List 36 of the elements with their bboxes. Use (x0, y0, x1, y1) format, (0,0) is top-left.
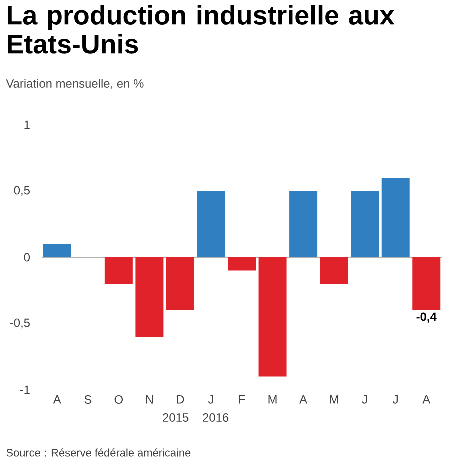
bar (228, 257, 256, 271)
text: 2016 (203, 414, 229, 422)
bar (351, 191, 380, 258)
bar (166, 257, 194, 310)
x-tick-label: A (422, 396, 431, 404)
bar (412, 257, 441, 310)
x-tick-label: J (208, 396, 214, 404)
bar (258, 257, 287, 377)
y-tick-label: 0,5 (14, 186, 30, 196)
x-tick-label: J (362, 396, 368, 404)
y-tick-label: -1 (20, 386, 30, 394)
bar (136, 257, 164, 337)
bar (43, 244, 72, 258)
x-tick-label: A (300, 396, 308, 404)
chart-subtitle: Variation mensuelle, en % (6, 79, 144, 90)
y-tick-label: -0,5 (10, 318, 30, 329)
bar (197, 191, 226, 258)
x-tick-label: D (177, 396, 184, 404)
source-note: Source : Réserve fédérale américaine (6, 448, 191, 457)
bar (320, 257, 348, 284)
bar (382, 178, 410, 258)
x-tick-label: N (146, 396, 154, 404)
x-tick-label: F (239, 396, 246, 404)
bar (290, 191, 318, 258)
x-tick-label: M (268, 396, 277, 404)
x-tick-label: J (393, 396, 398, 404)
y-tick-label: 0 (24, 253, 30, 262)
chart-title: La production industrielle aux Etats-Unis (8, 5, 395, 54)
bar (104, 257, 133, 284)
x-tick-label: S (84, 396, 92, 404)
x-tick-label: O (114, 396, 123, 404)
data-label: -0,4 (416, 312, 437, 323)
text: 2015 (163, 414, 189, 422)
x-tick-label: M (330, 396, 338, 404)
y-tick-label: 1 (24, 120, 30, 130)
x-tick-label: A (53, 396, 62, 404)
